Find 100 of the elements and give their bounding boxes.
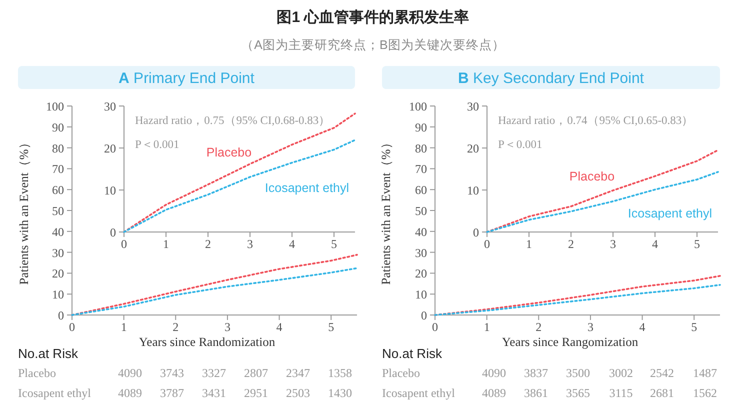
text: Placebo [382,366,420,380]
y-tick-label: 10 [52,288,64,302]
y-tick-label: 30 [467,100,479,114]
text: 1430 [328,386,352,400]
y-tick-label: 0 [421,308,427,322]
x-tick-label: 2 [205,237,211,251]
text: 4090 [482,366,506,380]
x-tick-label: 1 [120,320,127,334]
x-axis-title: Years since Rangomization [502,335,639,349]
x-tick-label: 5 [331,237,337,251]
y-tick-label: 10 [415,288,427,302]
text: 4090 [118,366,142,380]
x-tick-label: 3 [247,237,253,251]
y-tick-label: 70 [52,162,64,176]
y-tick-label: 80 [52,141,64,156]
y-tick-label: 30 [104,100,116,114]
y-tick-label: 50 [415,204,427,218]
y-tick-label: 60 [415,183,427,198]
y-tick-label: 20 [52,266,64,281]
x-tick-label: 5 [694,237,700,251]
x-axis-title: Years since Randomization [138,335,276,349]
y-tick-label: 40 [415,224,427,239]
x-tick-label: 4 [639,320,646,334]
text: 2681 [650,386,674,400]
y-tick-label: 80 [415,141,427,156]
y-tick-label: 20 [415,266,427,281]
text: 3431 [202,386,226,400]
text: 4089 [482,386,506,400]
y-tick-label: 20 [467,142,479,156]
y-tick-label: 100 [409,100,427,114]
x-tick-label: 4 [652,237,658,251]
x-tick-label: 2 [568,237,574,251]
y-tick-label: 100 [46,100,64,114]
text: No.at Risk [382,346,442,361]
x-tick-label: 4 [276,320,282,334]
text: 1487 [693,366,717,380]
annotation: P＜0.001 [498,139,543,151]
y-tick-label: 50 [52,204,64,218]
text: 4089 [118,386,142,400]
y-tick-label: 20 [104,142,116,156]
text: 3743 [160,366,184,380]
x-tick-label: 5 [328,320,334,334]
text: 2347 [286,366,310,380]
text: 2542 [650,366,674,380]
annotation: P＜0.001 [135,139,180,151]
x-tick-label: 0 [432,320,438,334]
text: Icosapent ethyl [382,386,456,400]
x-tick-label: 3 [587,320,594,334]
y-tick-label: 90 [52,120,64,134]
x-tick-label: 1 [526,237,532,251]
text: 2951 [244,386,268,400]
y-tick-label: 10 [104,184,116,198]
x-tick-label: 2 [536,320,542,334]
y-axis-title: Patients with an Event（%） [379,136,393,285]
series-label: Placebo [569,169,615,184]
x-tick-label: 0 [484,237,490,251]
y-tick-label: 90 [415,120,427,134]
series-label: Icosapent ethyl [628,206,712,220]
x-tick-label: 1 [484,320,490,334]
y-tick-label: 40 [52,224,64,239]
y-tick-label: 70 [415,162,427,176]
series-label: Icosapent ethyl [264,180,349,195]
text: No.at Risk [18,346,78,361]
text: 2807 [244,366,268,380]
text: 3787 [160,386,184,400]
series-label: Placebo [206,145,252,160]
chart-title: A Primary End Point [118,70,256,87]
text: 3861 [524,386,548,400]
text: Placebo [18,366,56,380]
text: 3327 [202,366,226,380]
annotation: Hazard ratio，0.75（95% CI,0.68-0.83） [135,115,331,127]
text: 3565 [566,386,590,400]
y-tick-label: 10 [467,184,479,198]
x-tick-label: 3 [224,320,230,334]
text: Icosapent ethyl [18,386,92,400]
y-axis-title: Patients with an Event（%） [17,136,31,285]
y-tick-label: 0 [473,226,479,240]
x-tick-label: 5 [691,320,698,334]
text: 图1 心血管事件的累积发生率 [276,8,470,26]
x-tick-label: 4 [289,237,295,251]
x-tick-label: 2 [172,320,179,334]
y-tick-label: 0 [58,308,64,322]
text: 3500 [566,366,590,380]
text: 3115 [609,386,633,400]
text: 3837 [524,366,548,380]
text: 2503 [286,386,310,400]
annotation: Hazard ratio，0.74（95% CI,0.65-0.83） [498,115,694,127]
x-tick-label: 1 [163,237,169,251]
text: 1358 [328,366,352,380]
x-tick-label: 3 [610,237,616,251]
text: 1562 [693,386,717,400]
x-tick-label: 0 [121,237,127,251]
text: 3002 [609,366,633,380]
y-tick-label: 30 [52,246,64,260]
x-tick-label: 0 [69,320,75,334]
y-tick-label: 30 [415,246,427,260]
y-tick-label: 0 [110,226,116,240]
chart-title: B Key Secondary End Point [458,70,645,87]
y-tick-label: 60 [52,183,64,198]
text: （A图为主要研究终点；B图为关键次要终点） [241,37,505,52]
